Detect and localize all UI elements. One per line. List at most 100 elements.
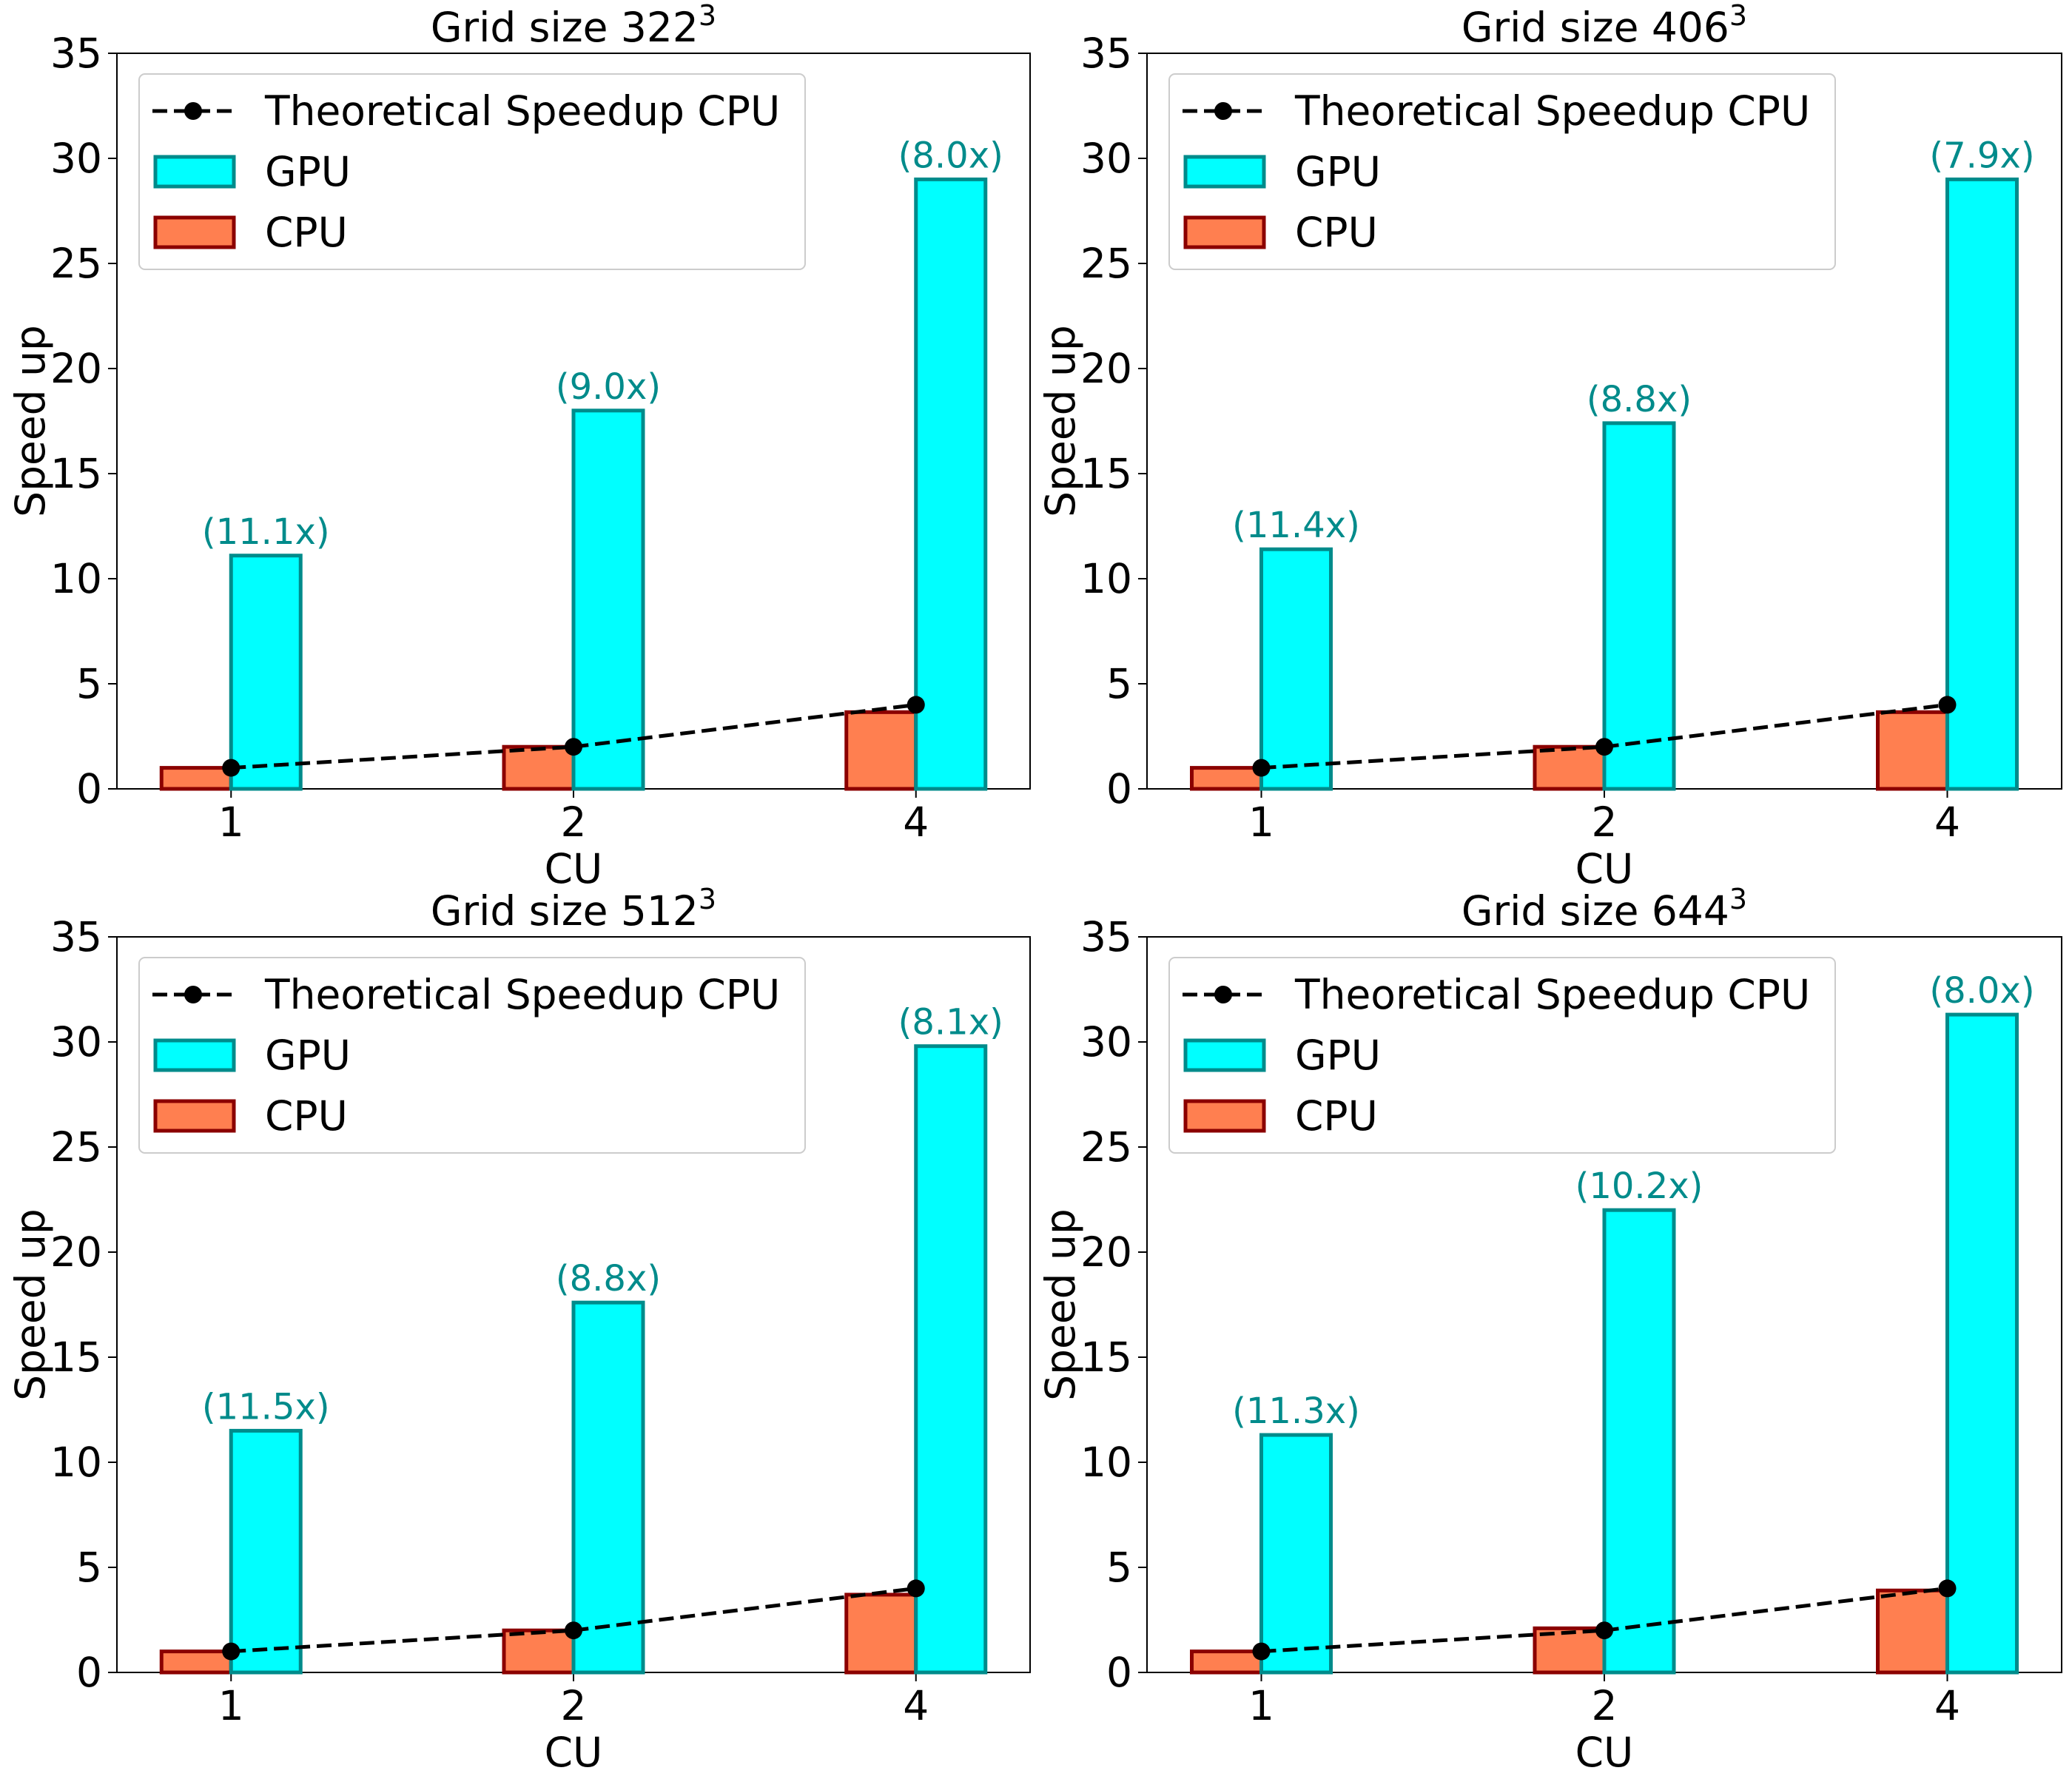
- gpu-ratio-label: (11.4x): [1232, 505, 1360, 546]
- y-tick-label: 35: [50, 913, 102, 961]
- theoretical-point: [222, 759, 240, 777]
- y-tick-label: 20: [1080, 345, 1132, 392]
- y-tick-label: 25: [1080, 1123, 1132, 1171]
- chart-panel-grid-322: Grid size 3223 0 5 10 15 20 25 30 35 1 2 4 CU Speed u…: [7, 0, 1031, 892]
- gpu-ratio-label: (7.9x): [1929, 135, 2034, 176]
- gpu-ratio-label: (8.8x): [1587, 379, 1692, 420]
- chart-title: Grid size 5123: [431, 883, 716, 935]
- x-tick-label: 1: [1248, 1682, 1274, 1729]
- cpu-bar: [502, 1628, 576, 1675]
- x-axis-label: CU: [545, 845, 603, 892]
- y-tick-label: 20: [1080, 1228, 1132, 1276]
- gpu-ratio-label: (8.8x): [556, 1258, 661, 1299]
- y-tick-label: 35: [1080, 913, 1132, 961]
- y-tick-label: 10: [1080, 1439, 1132, 1486]
- legend-entry-label: CPU: [265, 209, 348, 256]
- chart-panel-grid-406: Grid size 4063 0 5 10 15 20 25 30 35 1 2 4 CU Speed u…: [1037, 0, 2062, 892]
- gpu-bar: [1602, 421, 1676, 791]
- legend: [138, 73, 806, 270]
- y-tick-label: 15: [1080, 1334, 1132, 1381]
- x-tick-label: 1: [218, 1682, 244, 1729]
- gpu-bar: [1259, 547, 1333, 791]
- gpu-bar: [1945, 177, 2019, 791]
- legend-entry-label: Theoretical Speedup CPU: [264, 87, 780, 135]
- gpu-ratio-label: (8.0x): [1929, 970, 2034, 1012]
- chart-panel-grid-512: Grid size 5123 0 5 10 15 20 25 30 35 1 2 4 CU Speed u…: [7, 883, 1031, 1776]
- theoretical-point: [906, 1579, 925, 1598]
- cpu-bar: [502, 744, 576, 791]
- y-axis-label: Speed up: [7, 1208, 54, 1401]
- chart-title: Grid size 6443: [1462, 883, 1747, 935]
- legend-entry-label: CPU: [265, 1092, 348, 1140]
- legend-cpu-swatch: [153, 215, 236, 249]
- x-tick-label: 4: [903, 798, 929, 846]
- y-tick-label: 0: [1106, 765, 1132, 813]
- x-tick-label: 2: [561, 1682, 587, 1729]
- y-tick-label: 15: [1080, 450, 1132, 497]
- y-tick-label: 15: [50, 1334, 102, 1381]
- x-tick-label: 1: [218, 798, 244, 846]
- cpu-bar: [159, 1649, 233, 1675]
- legend-cpu-swatch: [1183, 215, 1266, 249]
- x-tick-label: 4: [1934, 1682, 1960, 1729]
- gpu-bar: [1259, 1433, 1333, 1675]
- y-tick-label: 25: [50, 240, 102, 287]
- y-tick-label: 20: [50, 1228, 102, 1276]
- chart-title: Grid size 4063: [1462, 0, 1747, 51]
- y-tick-label: 5: [1106, 1544, 1132, 1591]
- x-tick-label: 2: [1592, 798, 1618, 846]
- x-axis-label: CU: [545, 1729, 603, 1776]
- y-tick-label: 25: [1080, 240, 1132, 287]
- theoretical-point: [1938, 696, 1957, 714]
- gpu-bar: [1945, 1012, 2019, 1675]
- legend: [1168, 73, 1836, 270]
- theoretical-speedup-line: [231, 1586, 917, 1654]
- y-axis-label: Speed up: [1037, 325, 1084, 517]
- y-tick-label: 0: [76, 765, 102, 813]
- legend-gpu-swatch: [153, 155, 236, 189]
- legend-cpu-swatch: [1183, 1099, 1266, 1133]
- gpu-ratio-label: (8.0x): [898, 135, 1003, 176]
- legend: [1168, 957, 1836, 1154]
- legend: [138, 957, 806, 1154]
- x-tick-label: 4: [1934, 798, 1960, 846]
- theoretical-point: [565, 1621, 582, 1640]
- y-tick-label: 15: [50, 450, 102, 497]
- y-tick-label: 30: [1080, 135, 1132, 182]
- legend-entry-label: Theoretical Speedup CPU: [1294, 971, 1810, 1018]
- gpu-bar: [229, 1428, 303, 1675]
- cpu-bar: [844, 1593, 918, 1675]
- x-tick-label: 4: [903, 1682, 929, 1729]
- y-tick-label: 10: [1080, 555, 1132, 602]
- x-axis-label: CU: [1575, 845, 1634, 892]
- cpu-bar: [1533, 744, 1607, 791]
- cpu-bar: [159, 766, 233, 791]
- x-axis-label: CU: [1575, 1729, 1634, 1776]
- y-axis-label: Speed up: [1037, 1208, 1084, 1401]
- gpu-bar: [914, 177, 988, 791]
- theoretical-point: [1252, 1642, 1271, 1661]
- gpu-ratio-label: (8.1x): [898, 1002, 1003, 1043]
- legend-gpu-swatch: [1183, 1038, 1266, 1072]
- theoretical-point: [906, 696, 925, 714]
- y-tick-label: 35: [1080, 30, 1132, 77]
- theoretical-point: [1595, 738, 1613, 756]
- gpu-bar: [1602, 1208, 1676, 1675]
- legend-marker-swatch: [184, 102, 202, 120]
- y-tick-label: 20: [50, 345, 102, 392]
- y-tick-label: 0: [1106, 1649, 1132, 1696]
- legend-gpu-swatch: [153, 1038, 236, 1072]
- legend-entry-label: GPU: [265, 148, 351, 195]
- y-tick-label: 5: [1106, 660, 1132, 707]
- y-tick-label: 25: [50, 1123, 102, 1171]
- gpu-ratio-label: (11.5x): [202, 1386, 330, 1427]
- cpu-bar: [1876, 1588, 1949, 1675]
- cpu-bar: [1876, 710, 1949, 791]
- y-tick-label: 5: [76, 660, 102, 707]
- gpu-ratio-label: (11.1x): [202, 511, 330, 553]
- theoretical-point: [1595, 1621, 1613, 1640]
- chart-title: Grid size 3223: [431, 0, 716, 51]
- legend-cpu-swatch: [153, 1099, 236, 1133]
